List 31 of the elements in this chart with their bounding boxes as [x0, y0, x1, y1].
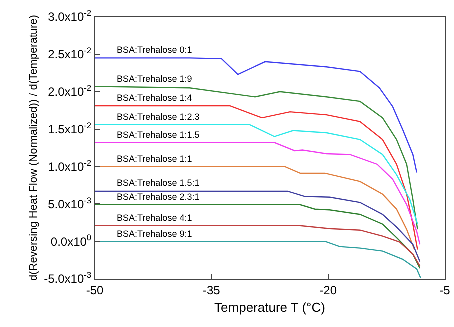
series-label: BSA:Trehalose 1:1	[117, 154, 192, 164]
series-label: BSA:Trehalose 4:1	[117, 213, 192, 223]
y-tick-label: 3.0x10$^{-2}$	[48, 8, 92, 24]
series-label: BSA:Trehalose 1:2.3	[117, 112, 200, 122]
line-series	[95, 105, 418, 250]
series-label: BSA:Trehalose 0:1	[117, 45, 192, 55]
series-label: BSA:Trehalose 2.3:1	[117, 192, 200, 202]
x-tick-label: -5	[440, 283, 451, 298]
y-tick-label: 2.0x10$^{-2}$	[48, 83, 92, 100]
line-series	[95, 142, 421, 246]
x-tick-label: -35	[203, 283, 221, 298]
y-tick-label: 1.5x10$^{-2}$	[48, 120, 92, 136]
line-series	[95, 204, 421, 270]
y-tick-label: 1.0x10$^{-2}$	[48, 158, 92, 174]
line-series	[95, 124, 418, 225]
line-series	[95, 58, 418, 174]
y-tick-label: 5.0x10$^{-3}$	[48, 195, 92, 212]
series-label: BSA:Trehalose 1.5:1	[117, 178, 200, 188]
series-label: BSA:Trehalose 1:4	[117, 93, 192, 103]
x-tick-label: -20	[320, 283, 338, 298]
series-label: BSA:Trehalose 1:1.5	[117, 130, 200, 140]
line-series	[95, 86, 418, 230]
y-tick-label: 2.5x10$^{-2}$	[48, 46, 92, 62]
line-series	[95, 190, 421, 262]
line-series	[95, 225, 421, 267]
line-series	[95, 166, 416, 250]
series-label: BSA:Trehalose 1:9	[117, 74, 192, 84]
series-label: BSA:Trehalose 9:1	[117, 229, 192, 239]
y-axis-title: d(Reversing Heat Flow (Normalized)) / d(Temperature)	[28, 15, 40, 281]
x-axis-title: Temperature T (°C)	[214, 300, 326, 315]
y-tick-label: 0.0x10$^{0}$	[50, 232, 92, 249]
